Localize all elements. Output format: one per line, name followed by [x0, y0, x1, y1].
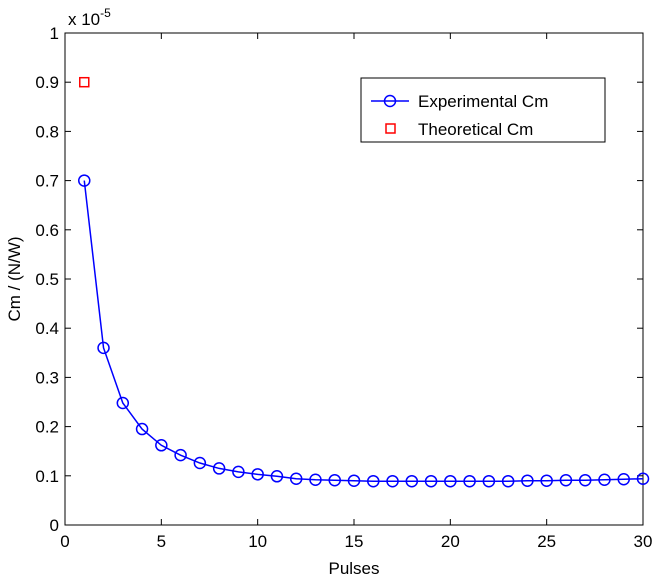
data-point	[212, 462, 226, 475]
x-tick-label: 5	[157, 532, 166, 551]
data-point	[540, 474, 553, 487]
data-point	[463, 474, 476, 488]
data-point	[636, 472, 650, 486]
data-point	[367, 474, 380, 488]
data-point	[598, 473, 611, 486]
y-tick-label: 0.1	[35, 467, 59, 486]
data-point	[501, 474, 515, 488]
data-point	[559, 473, 573, 487]
y-exponent-label: x 10-5	[68, 6, 111, 29]
data-point	[328, 473, 341, 487]
data-point	[135, 422, 149, 436]
legend: Experimental Cm Theoretical Cm	[360, 77, 606, 143]
series-experimental	[78, 174, 650, 488]
legend-marker-experimental	[383, 94, 397, 108]
data-point	[386, 474, 399, 488]
data-point	[424, 474, 438, 488]
series-line	[83, 180, 644, 482]
x-tick-label: 15	[345, 532, 364, 551]
y-axis-title: Cm / (N/W)	[5, 237, 24, 322]
y-tick-label: 1	[50, 24, 59, 43]
data-point	[309, 473, 322, 486]
legend-box	[360, 77, 606, 143]
x-tick-label: 20	[441, 532, 460, 551]
x-tick-label: 25	[537, 532, 556, 551]
x-tick-label: 10	[248, 532, 267, 551]
data-point	[193, 456, 207, 470]
data-point	[521, 474, 534, 487]
data-point	[270, 470, 284, 483]
legend-label-theoretical: Theoretical Cm	[418, 120, 533, 139]
x-tick-label: 0	[60, 532, 69, 551]
data-point	[174, 448, 187, 462]
series-theoretical	[79, 76, 90, 88]
y-tick-label: 0.7	[35, 172, 59, 191]
data-point	[578, 473, 592, 487]
y-tick-label: 0.2	[35, 418, 59, 437]
series-layer	[78, 76, 650, 488]
y-tick-label: 0.5	[35, 270, 59, 289]
data-point	[289, 472, 303, 486]
axis-ticks	[64, 32, 644, 526]
y-tick-label: 0.6	[35, 221, 59, 240]
data-point	[251, 468, 264, 481]
data-point	[444, 474, 457, 488]
y-tick-label: 0	[50, 516, 59, 535]
y-tick-label: 0.3	[35, 368, 59, 387]
data-point	[116, 396, 130, 410]
data-point	[232, 465, 245, 479]
data-point	[347, 474, 361, 487]
data-point	[482, 474, 496, 488]
x-axis-title: Pulses	[328, 559, 379, 578]
data-point	[97, 341, 110, 355]
x-tick-label: 30	[634, 532, 653, 551]
data-point	[155, 439, 168, 452]
data-point	[405, 474, 419, 488]
data-point	[617, 472, 630, 486]
y-tick-label: 0.9	[35, 73, 59, 92]
y-tick-label: 0.4	[35, 319, 59, 338]
tick-labels: 0 5 10 15 20 25 30 0 0.1 0.2 0.3 0.4 0.5 0.6 0.7 0.8 0.9…	[35, 24, 652, 551]
legend-marker-theoretical	[385, 123, 396, 134]
data-point	[79, 76, 90, 88]
legend-label-experimental: Experimental Cm	[418, 92, 548, 111]
y-tick-label: 0.8	[35, 122, 59, 141]
data-point	[78, 174, 91, 187]
